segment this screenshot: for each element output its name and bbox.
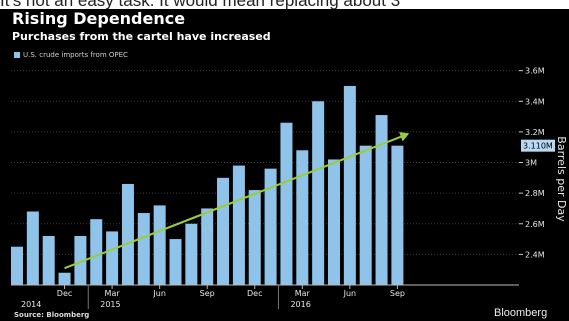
source-note: Source: Bloomberg xyxy=(14,311,90,319)
bloomberg-logo: Bloomberg xyxy=(494,307,548,319)
chart-svg: 2.4M 2.6M 2.8M 3M 3.2M 3.4M 3.6M Dec Mar Jun Sep De… xyxy=(11,67,568,309)
last-value-label: 3.110M xyxy=(523,142,553,151)
y-axis-title: Barrels per Day xyxy=(555,136,568,222)
bar xyxy=(106,231,119,285)
axis-layer: 2.4M 2.6M 2.8M 3M 3.2M 3.4M 3.6M Dec Mar Jun Sep De… xyxy=(11,67,568,309)
legend-swatch xyxy=(14,52,20,58)
bar-series xyxy=(11,85,404,285)
bar xyxy=(153,205,166,285)
bar xyxy=(121,183,134,285)
chart-panel: 2.4M 2.6M 2.8M 3M 3.2M 3.4M 3.6M Dec Mar Jun Sep De… xyxy=(0,9,569,321)
legend-label: U.S. crude imports from OPEC xyxy=(23,51,128,59)
x-tick-label: Jun xyxy=(343,289,357,298)
bar xyxy=(232,165,245,285)
x-tick-label: Sep xyxy=(200,289,215,298)
article-text: It's not an easy task. It would mean rep… xyxy=(0,0,569,9)
x-tick-label: Dec xyxy=(247,289,262,298)
bar xyxy=(137,213,150,285)
bar xyxy=(26,211,39,285)
bar xyxy=(185,223,198,285)
x-tick-label: Jun xyxy=(152,289,166,298)
bar xyxy=(90,219,103,285)
trendline xyxy=(64,134,404,270)
x-tick-label: Mar xyxy=(295,289,311,298)
bar xyxy=(280,122,293,285)
y-tick-label: 3.2M xyxy=(525,128,545,137)
trendline-arrowhead xyxy=(399,132,410,142)
chart-legend: U.S. crude imports from OPEC xyxy=(14,51,128,59)
y-tick-label: 3.6M xyxy=(525,67,545,76)
y-tick-label: 2.4M xyxy=(525,250,545,259)
bar xyxy=(359,145,372,285)
y-tick-label: 3.4M xyxy=(525,97,545,106)
bar xyxy=(201,208,214,285)
bar xyxy=(74,236,87,285)
chart-title: Rising Dependence xyxy=(12,9,186,28)
chart-subtitle: Purchases from the cartel have increased xyxy=(12,30,271,43)
bar xyxy=(58,272,71,285)
year-label: 2014 xyxy=(21,300,41,309)
bar xyxy=(217,177,230,285)
y-tick-label: 2.8M xyxy=(525,189,545,198)
y-tick-label: 2.6M xyxy=(525,220,545,229)
bar xyxy=(391,145,404,285)
y-tick-label: 3M xyxy=(525,159,537,168)
x-tick-label: Mar xyxy=(105,289,121,298)
bar xyxy=(375,115,388,285)
bar xyxy=(42,236,55,285)
bar xyxy=(248,190,261,285)
bar xyxy=(343,85,356,285)
bar xyxy=(312,101,325,285)
x-tick-label: Dec xyxy=(57,289,72,298)
bar xyxy=(296,150,309,285)
bar xyxy=(328,159,340,285)
bar xyxy=(264,168,277,285)
trendline-layer xyxy=(64,132,410,270)
last-value-box xyxy=(521,139,555,152)
bar xyxy=(169,239,182,285)
x-tick-label: Sep xyxy=(390,289,405,298)
year-label: 2016 xyxy=(290,300,310,309)
bar xyxy=(11,246,23,285)
year-label: 2015 xyxy=(100,300,120,309)
